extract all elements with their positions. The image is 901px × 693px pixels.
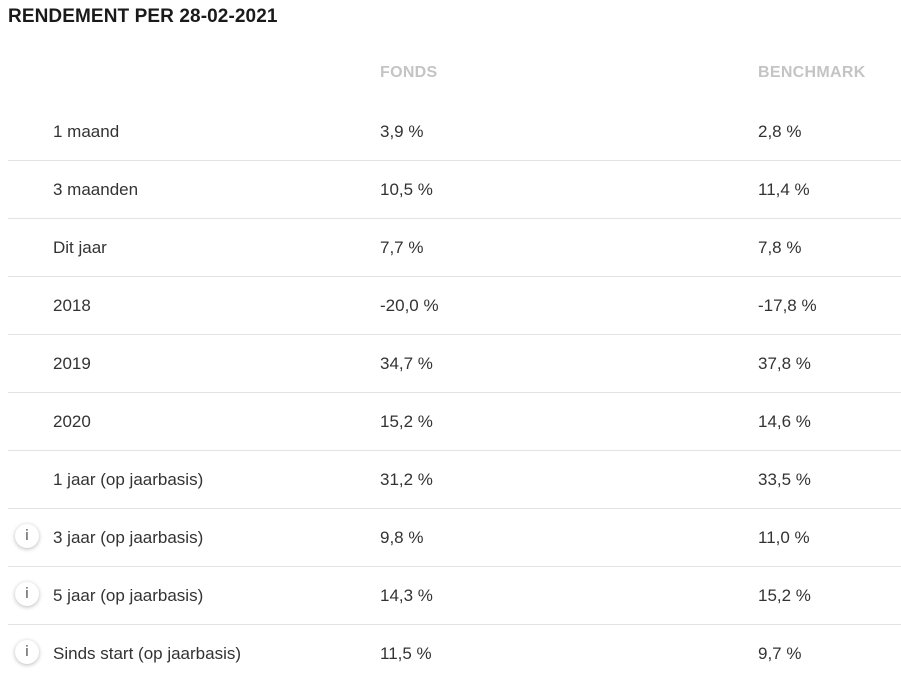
- benchmark-return: 11,0 %: [758, 528, 810, 547]
- table-row: i Sinds start (op jaarbasis) 11,5 % 9,7 %: [8, 625, 901, 683]
- column-header-fonds: FONDS: [380, 64, 438, 81]
- table-row: 2020 15,2 % 14,6 %: [8, 393, 901, 451]
- fonds-return: -20,0 %: [380, 296, 439, 315]
- page-title: RENDEMENT PER 28-02-2021: [8, 6, 278, 27]
- period-label: 3 jaar (op jaarbasis): [53, 528, 204, 547]
- fonds-return: 34,7 %: [380, 354, 433, 373]
- returns-table: 1 maand 3,9 % 2,8 % 3 maanden 10,5 % 11,4 % Di…: [8, 103, 901, 683]
- fonds-return: 7,7 %: [380, 238, 424, 257]
- benchmark-return: 9,7 %: [758, 644, 802, 663]
- benchmark-return: 11,4 %: [758, 180, 810, 199]
- period-label: 1 jaar (op jaarbasis): [53, 470, 204, 489]
- fonds-return: 15,2 %: [380, 412, 433, 431]
- fonds-return: 14,3 %: [380, 586, 433, 605]
- table-row: Dit jaar 7,7 % 7,8 %: [8, 219, 901, 277]
- period-label: 1 maand: [53, 122, 120, 141]
- benchmark-return: 33,5 %: [758, 470, 811, 489]
- period-label: Sinds start (op jaarbasis): [53, 644, 242, 663]
- period-label: Dit jaar: [53, 238, 107, 257]
- fonds-return: 31,2 %: [380, 470, 433, 489]
- fonds-return: 10,5 %: [380, 180, 433, 199]
- table-row: 2018 -20,0 % -17,8 %: [8, 277, 901, 335]
- table-row: i 5 jaar (op jaarbasis) 14,3 % 15,2 %: [8, 567, 901, 625]
- period-label: 3 maanden: [53, 180, 139, 199]
- table-header: FONDS BENCHMARK: [0, 64, 901, 88]
- period-label: 2019: [53, 354, 91, 373]
- period-label: 5 jaar (op jaarbasis): [53, 586, 204, 605]
- benchmark-return: 2,8 %: [758, 122, 802, 141]
- table-row: 1 jaar (op jaarbasis) 31,2 % 33,5 %: [8, 451, 901, 509]
- column-header-benchmark: BENCHMARK: [758, 64, 866, 81]
- info-icon[interactable]: i: [15, 582, 39, 606]
- benchmark-return: 14,6 %: [758, 412, 811, 431]
- table-row: 2019 34,7 % 37,8 %: [8, 335, 901, 393]
- info-icon[interactable]: i: [15, 640, 39, 664]
- benchmark-return: 37,8 %: [758, 354, 811, 373]
- info-icon[interactable]: i: [15, 524, 39, 548]
- period-label: 2020: [53, 412, 91, 431]
- benchmark-return: 15,2 %: [758, 586, 811, 605]
- benchmark-return: -17,8 %: [758, 296, 817, 315]
- fonds-return: 11,5 %: [380, 644, 432, 663]
- period-label: 2018: [53, 296, 91, 315]
- benchmark-return: 7,8 %: [758, 238, 802, 257]
- table-row: i 3 jaar (op jaarbasis) 9,8 % 11,0 %: [8, 509, 901, 567]
- table-row: 1 maand 3,9 % 2,8 %: [8, 103, 901, 161]
- table-row: 3 maanden 10,5 % 11,4 %: [8, 161, 901, 219]
- fonds-return: 9,8 %: [380, 528, 424, 547]
- fonds-return: 3,9 %: [380, 122, 424, 141]
